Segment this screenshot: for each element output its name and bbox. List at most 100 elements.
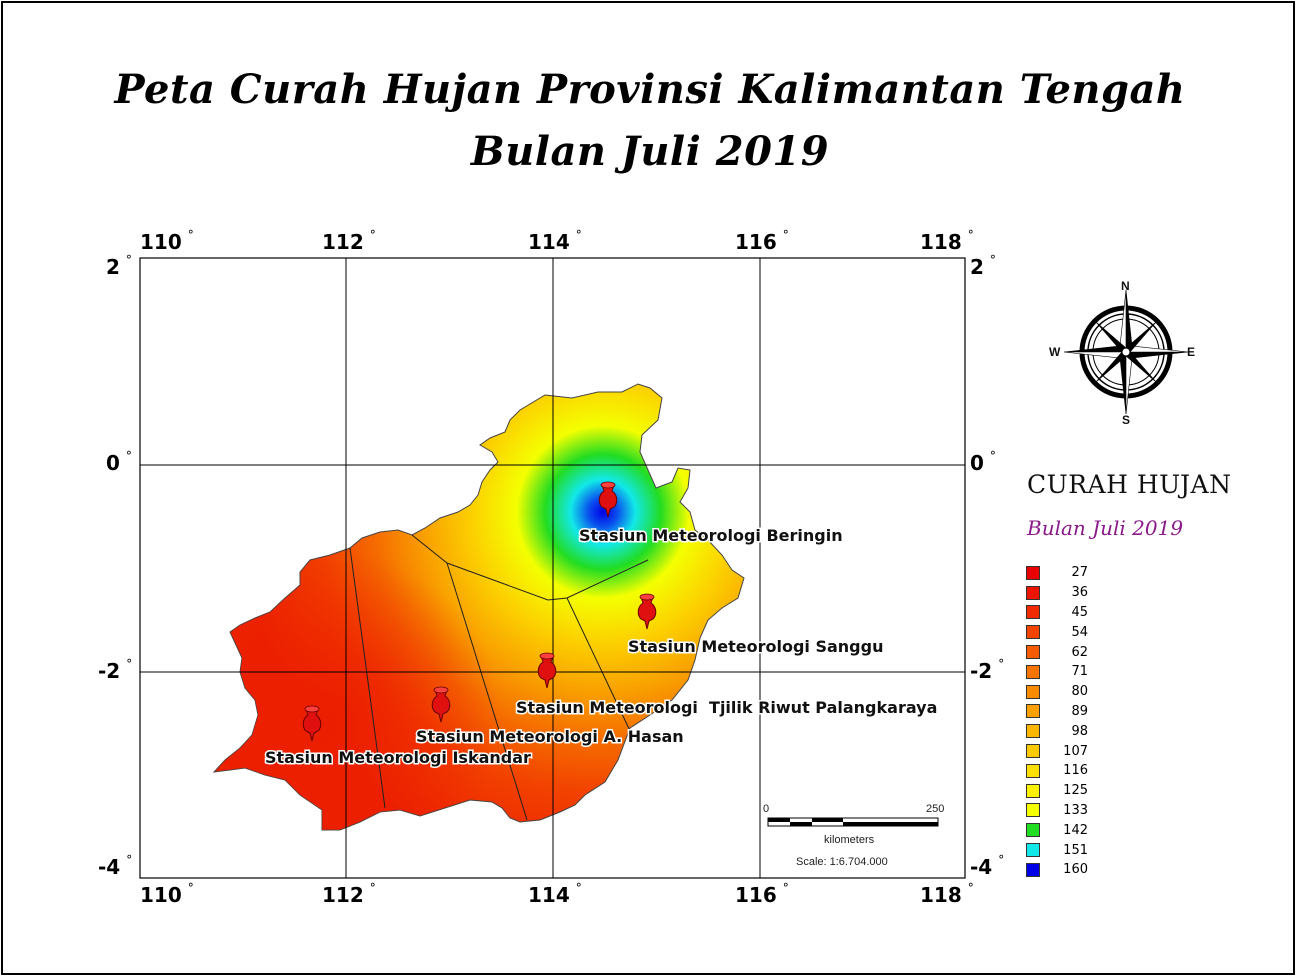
lon-label: 110 °	[140, 228, 194, 254]
legend-swatch	[1026, 565, 1040, 580]
station-label-sanggu: Stasiun Meteorologi Sanggu	[628, 637, 883, 656]
longitude-labels-bottom: 110 ° 112 ° 114 ° 116 ° 118 °	[140, 881, 974, 907]
pin-icon[interactable]	[598, 481, 618, 518]
lon-label: 114 °	[528, 228, 582, 254]
thiessen-boundaries	[349, 534, 649, 821]
lat-label: -4 °	[98, 853, 132, 879]
compass-s-label: S	[1122, 413, 1130, 427]
legend-value: 125	[1063, 783, 1088, 799]
legend-swatch	[1026, 605, 1040, 620]
legend-item: 151	[1026, 840, 1088, 860]
station-label-beringin: Stasiun Meteorologi Beringin	[579, 526, 843, 545]
legend-value: 107	[1063, 743, 1088, 759]
boundary-line	[411, 534, 649, 601]
compass-e-label: E	[1187, 345, 1195, 359]
scale-segment	[768, 818, 790, 822]
scale-end-label: 250	[926, 803, 944, 815]
compass-w-label: W	[1049, 345, 1061, 359]
scale-segment	[843, 822, 938, 826]
legend-swatch	[1026, 704, 1040, 719]
lat-label: 2 °	[970, 253, 996, 279]
legend-list: 27 36 45 54 62 71 80 89 98 107 116 125 133 142 151 160	[1026, 563, 1088, 880]
legend-item: 107	[1026, 741, 1088, 761]
pin-icon[interactable]	[431, 686, 451, 723]
legend-swatch	[1026, 724, 1040, 739]
legend-value: 62	[1071, 644, 1088, 660]
pin-icon[interactable]	[537, 652, 557, 689]
legend-value: 27	[1071, 565, 1088, 581]
legend-swatch	[1026, 744, 1040, 759]
longitude-labels-top: 110 ° 112 ° 114 ° 116 ° 118 °	[140, 228, 974, 254]
station-pins	[302, 481, 657, 742]
pin-icon[interactable]	[637, 593, 657, 630]
legend-value: 89	[1071, 703, 1088, 719]
legend-value: 98	[1071, 723, 1088, 739]
lon-label: 112 °	[322, 881, 376, 907]
legend-value: 160	[1063, 862, 1088, 878]
lat-label: 2 °	[106, 253, 132, 279]
station-label-iskandar: Stasiun Meteorologi Iskandar	[265, 748, 531, 767]
legend-swatch	[1026, 763, 1040, 778]
legend-swatch	[1026, 585, 1040, 600]
lon-label: 112 °	[322, 228, 376, 254]
legend-value: 80	[1071, 684, 1088, 700]
scale-unit-label: kilometers	[824, 834, 875, 846]
scale-start-label: 0	[763, 803, 769, 815]
lon-label: 116 °	[735, 228, 789, 254]
scale-ratio-label: Scale: 1:6.704.000	[796, 856, 888, 868]
station-label-a-hasan: Stasiun Meteorologi A. Hasan	[416, 727, 684, 746]
legend-item: 98	[1026, 721, 1088, 741]
latitude-labels-left: 2 ° 0 ° -2 ° -4 °	[98, 253, 132, 879]
scale-segment	[812, 818, 843, 822]
legend-swatch	[1026, 625, 1040, 640]
legend-swatch	[1026, 803, 1040, 818]
map-title-line1: Peta Curah Hujan Provinsi Kalimantan Ten…	[114, 66, 1186, 113]
legend-swatch	[1026, 664, 1040, 679]
scale-segment	[790, 822, 812, 826]
legend-swatch	[1026, 645, 1040, 660]
legend-value: 36	[1071, 585, 1088, 601]
lon-label: 118 °	[920, 881, 974, 907]
legend-item: 27	[1026, 563, 1088, 583]
legend-swatch	[1026, 783, 1040, 798]
legend-item: 45	[1026, 603, 1088, 623]
compass-n-label: N	[1121, 279, 1130, 293]
legend-item: 116	[1026, 761, 1088, 781]
legend-item: 142	[1026, 820, 1088, 840]
pin-icon[interactable]	[302, 705, 322, 742]
legend-item: 89	[1026, 702, 1088, 722]
lon-label: 110 °	[140, 881, 194, 907]
legend-value: 54	[1071, 624, 1088, 640]
legend-subtitle: Bulan Juli 2019	[1027, 516, 1184, 540]
boundary-line	[566, 597, 633, 736]
boundary-line	[349, 547, 386, 809]
legend-item: 36	[1026, 583, 1088, 603]
legend-value: 116	[1063, 763, 1088, 779]
legend-value: 142	[1063, 822, 1088, 838]
lat-label: 0 °	[106, 449, 132, 475]
legend-value: 133	[1063, 802, 1088, 818]
map-title-line2: Bulan Juli 2019	[470, 128, 830, 175]
legend-item: 62	[1026, 642, 1088, 662]
boundary-line	[446, 562, 528, 821]
legend-value: 45	[1071, 604, 1088, 620]
graticule	[140, 258, 965, 878]
scale-bar: 0 250 kilometers Scale: 1:6.704.000	[763, 803, 944, 868]
legend-swatch	[1026, 684, 1040, 699]
lat-label: -2 °	[970, 657, 1004, 683]
legend-title: CURAH HUJAN	[1027, 470, 1232, 499]
legend-item: 160	[1026, 860, 1088, 880]
lon-label: 118 °	[920, 228, 974, 254]
lon-label: 114 °	[528, 881, 582, 907]
legend-value: 151	[1063, 842, 1088, 858]
lat-label: 0 °	[970, 449, 996, 475]
lat-label: -4 °	[970, 853, 1004, 879]
legend-item: 125	[1026, 781, 1088, 801]
lat-label: -2 °	[98, 657, 132, 683]
latitude-labels-right: 2 ° 0 ° -2 ° -4 °	[970, 253, 1004, 879]
legend-item: 80	[1026, 682, 1088, 702]
station-labels: Stasiun Meteorologi Beringin Stasiun Met…	[264, 525, 939, 769]
compass-rose-icon: N S E W	[1049, 279, 1195, 427]
